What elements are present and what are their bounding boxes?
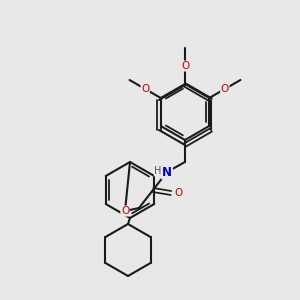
- Text: N: N: [162, 166, 172, 178]
- Text: O: O: [181, 61, 189, 71]
- Text: O: O: [221, 84, 229, 94]
- Text: O: O: [174, 188, 182, 198]
- Text: O: O: [121, 206, 129, 216]
- Text: O: O: [141, 84, 149, 94]
- Text: H: H: [154, 166, 162, 176]
